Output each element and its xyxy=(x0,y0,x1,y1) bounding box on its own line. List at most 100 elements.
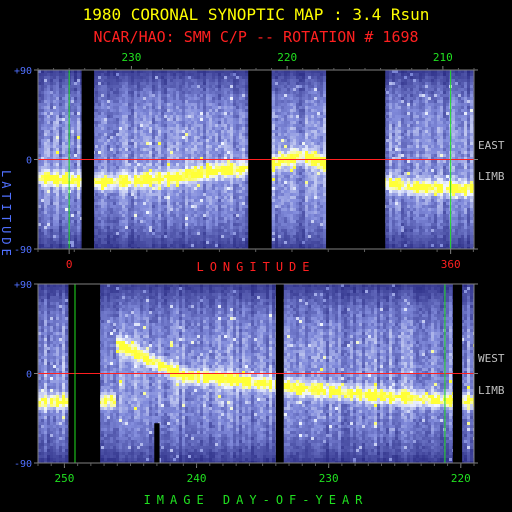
east-heatmap-cell xyxy=(77,175,80,178)
east-heatmap-cell xyxy=(65,202,68,205)
east-heatmap-cell xyxy=(101,136,104,139)
east-heatmap-cell xyxy=(59,97,62,100)
east-heatmap-cell xyxy=(65,229,68,232)
east-heatmap-cell xyxy=(62,211,65,214)
east-heatmap-cell xyxy=(191,145,194,148)
east-heatmap-cell xyxy=(230,115,233,118)
east-heatmap-cell xyxy=(227,211,230,214)
east-heatmap-cell xyxy=(161,106,164,109)
east-heatmap-cell xyxy=(164,118,167,121)
east-heatmap-cell xyxy=(221,190,224,193)
east-heatmap-cell xyxy=(233,100,236,103)
east-heatmap-cell xyxy=(215,211,218,214)
east-heatmap-cell xyxy=(188,118,191,121)
east-heatmap-cell xyxy=(131,208,134,211)
east-heatmap-cell xyxy=(233,73,236,76)
east-heatmap-cell xyxy=(62,166,65,169)
east-heatmap-cell xyxy=(95,163,98,166)
east-heatmap-cell xyxy=(239,187,242,190)
east-heatmap-cell xyxy=(164,193,167,196)
east-heatmap-cell xyxy=(191,133,194,136)
east-heatmap-cell xyxy=(44,169,47,172)
east-heatmap-cell xyxy=(200,151,203,154)
east-heatmap-cell xyxy=(74,181,77,184)
east-heatmap-cell xyxy=(170,205,173,208)
east-heatmap-cell xyxy=(143,130,146,133)
east-heatmap-cell xyxy=(206,130,209,133)
east-heatmap-cell xyxy=(53,103,56,106)
east-heatmap-cell xyxy=(131,100,134,103)
east-heatmap-cell xyxy=(233,214,236,217)
east-heatmap-cell xyxy=(110,205,113,208)
east-heatmap-cell xyxy=(272,79,275,82)
east-heatmap-cell xyxy=(179,136,182,139)
east-heatmap-cell xyxy=(212,238,215,241)
east-heatmap-cell xyxy=(140,100,143,103)
east-heatmap-cell xyxy=(161,247,164,249)
east-heatmap-cell xyxy=(101,88,104,91)
east-heatmap-cell xyxy=(146,121,149,124)
east-heatmap-cell xyxy=(281,106,284,109)
east-heatmap-cell xyxy=(194,220,197,223)
east-heatmap-cell xyxy=(203,241,206,244)
east-heatmap-cell xyxy=(200,214,203,217)
east-heatmap-cell xyxy=(131,190,134,193)
east-heatmap-cell xyxy=(242,199,245,202)
east-heatmap-cell xyxy=(284,184,287,187)
east-heatmap-cell xyxy=(161,217,164,220)
east-heatmap-cell xyxy=(200,217,203,220)
east-heatmap-cell xyxy=(134,247,137,249)
east-heatmap-cell xyxy=(77,121,80,124)
east-heatmap-cell xyxy=(119,217,122,220)
east-heatmap-cell xyxy=(200,238,203,241)
east-heatmap-cell xyxy=(65,193,68,196)
east-heatmap-cell xyxy=(203,172,206,175)
east-heatmap-cell xyxy=(179,193,182,196)
east-heatmap-cell xyxy=(152,199,155,202)
east-heatmap-cell xyxy=(131,199,134,202)
east-heatmap-cell xyxy=(218,196,221,199)
east-heatmap-cell xyxy=(131,160,134,163)
east-heatmap-cell xyxy=(275,118,278,121)
east-heatmap-cell xyxy=(227,94,230,97)
east-heatmap-cell xyxy=(185,130,188,133)
east-heatmap-cell xyxy=(203,199,206,202)
east-heatmap-cell xyxy=(182,232,185,235)
east-heatmap-cell xyxy=(182,247,185,249)
east-heatmap-cell xyxy=(152,196,155,199)
east-heatmap-cell xyxy=(275,121,278,124)
east-heatmap-cell xyxy=(236,169,239,172)
east-heatmap-cell xyxy=(221,151,224,154)
east-heatmap-cell xyxy=(281,151,284,154)
east-heatmap-cell xyxy=(113,73,116,76)
east-heatmap-cell xyxy=(65,232,68,235)
east-heatmap-cell xyxy=(155,139,158,142)
east-heatmap-cell xyxy=(215,97,218,100)
east-heatmap-cell xyxy=(59,178,62,181)
east-heatmap-cell xyxy=(239,112,242,115)
east-heatmap-cell xyxy=(245,118,248,121)
east-heatmap-cell xyxy=(278,157,281,160)
east-heatmap-cell xyxy=(140,106,143,109)
east-heatmap-cell xyxy=(185,85,188,88)
east-heatmap-cell xyxy=(122,187,125,190)
east-heatmap-cell xyxy=(155,169,158,172)
east-heatmap-cell xyxy=(62,181,65,184)
east-heatmap-cell xyxy=(56,91,59,94)
east-heatmap-cell xyxy=(101,181,104,184)
east-heatmap-cell xyxy=(143,76,146,79)
east-heatmap-cell xyxy=(146,115,149,118)
east-heatmap-cell xyxy=(191,112,194,115)
east-heatmap-cell xyxy=(224,94,227,97)
east-heatmap-cell xyxy=(278,151,281,154)
east-heatmap-cell xyxy=(125,148,128,151)
east-heatmap-cell xyxy=(74,106,77,109)
east-heatmap-cell xyxy=(218,154,221,157)
east-heatmap-cell xyxy=(197,229,200,232)
east-heatmap-cell xyxy=(179,232,182,235)
east-heatmap-cell xyxy=(278,97,281,100)
east-heatmap-cell xyxy=(203,82,206,85)
east-heatmap-cell xyxy=(41,247,44,249)
east-heatmap-cell xyxy=(203,91,206,94)
east-heatmap-cell xyxy=(125,157,128,160)
